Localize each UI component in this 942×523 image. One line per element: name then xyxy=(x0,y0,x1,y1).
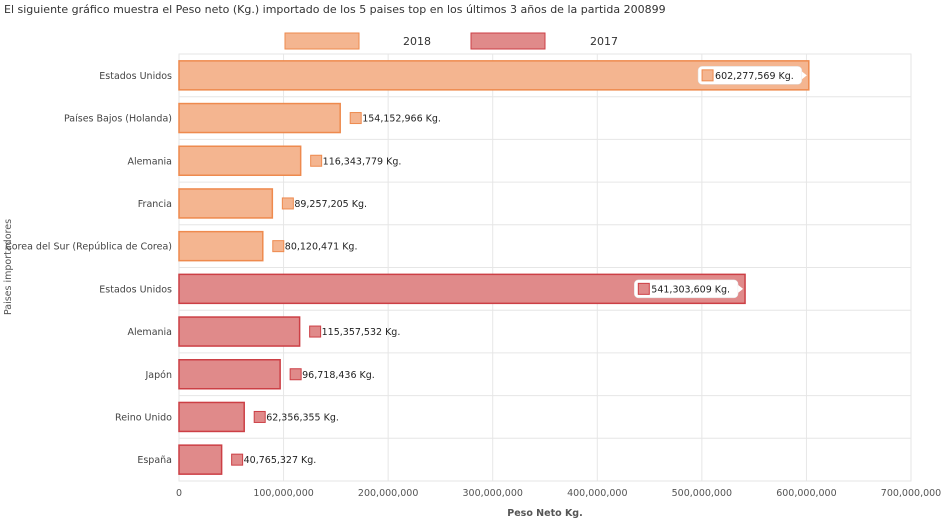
data-label: 80,120,471 Kg. xyxy=(285,242,358,253)
legend-label-2017[interactable]: 2017 xyxy=(590,35,618,48)
legend-label-2018[interactable]: 2018 xyxy=(403,35,431,48)
bar-2017-7[interactable] xyxy=(178,359,281,390)
x-axis-ticks: 0 100,000,000 200,000,000 300,000,000 400,00… xyxy=(176,488,941,499)
x-axis-title: Peso Neto Kg. xyxy=(507,508,582,519)
x-tick-label: 600,000,000 xyxy=(776,488,836,499)
y-axis-title: Paises importadores xyxy=(3,219,14,315)
data-label: 89,257,205 Kg. xyxy=(294,199,367,210)
bar-2018-3[interactable] xyxy=(178,188,274,219)
legend-swatch-2017[interactable] xyxy=(470,32,546,50)
bar-2018-0[interactable] xyxy=(178,60,810,91)
legend-swatch-2018[interactable] xyxy=(284,32,360,50)
category-label: Alemania xyxy=(127,156,172,167)
category-label: Estados Unidos xyxy=(99,284,172,295)
data-label: 541,303,609 Kg. xyxy=(651,284,730,295)
data-label-swatch xyxy=(701,69,714,82)
bar-2017-6[interactable] xyxy=(178,316,301,347)
x-tick-label: 100,000,000 xyxy=(253,488,313,499)
category-label: Alemania xyxy=(127,327,172,338)
data-label-swatch xyxy=(309,325,322,338)
bar-2017-5[interactable] xyxy=(178,273,746,305)
data-label: 96,718,436 Kg. xyxy=(302,370,375,381)
data-label: 116,343,779 Kg. xyxy=(323,156,402,167)
x-tick-label: 700,000,000 xyxy=(881,488,941,499)
bar-2018-2[interactable] xyxy=(178,145,302,176)
category-label: Japón xyxy=(145,370,173,381)
category-label: Países Bajos (Holanda) xyxy=(64,114,172,125)
data-label: 62,356,355 Kg. xyxy=(266,412,339,423)
data-label-swatch xyxy=(231,453,244,466)
x-tick-label: 300,000,000 xyxy=(462,488,522,499)
category-labels: Estados Unidos Países Bajos (Holanda) Alem… xyxy=(5,71,172,466)
category-label: Estados Unidos xyxy=(99,71,172,82)
data-label-swatch xyxy=(253,410,266,423)
x-tick-label: 400,000,000 xyxy=(567,488,627,499)
category-label: Francia xyxy=(138,199,172,210)
data-label-swatch xyxy=(310,154,323,167)
category-label: Corea del Sur (República de Corea) xyxy=(5,242,172,253)
data-label-swatch xyxy=(349,112,362,125)
x-tick-label: 200,000,000 xyxy=(358,488,418,499)
data-label-pointer xyxy=(738,284,744,293)
category-label: Reino Unido xyxy=(115,412,172,423)
data-label: 602,277,569 Kg. xyxy=(715,71,794,82)
data-label-swatch xyxy=(637,282,650,295)
bars xyxy=(178,60,810,475)
bar-2018-4[interactable] xyxy=(178,230,264,262)
data-label-swatch xyxy=(272,240,285,253)
chart-title: El siguiente gráfico muestra el Peso net… xyxy=(4,3,666,16)
legend[interactable]: 2018 2017 xyxy=(284,32,618,50)
data-label-pointer xyxy=(801,71,807,80)
data-label-swatch xyxy=(281,197,294,210)
category-label: España xyxy=(137,455,172,466)
data-labels: 602,277,569 Kg. 154,152,966 Kg. 116,343,77… xyxy=(231,66,807,466)
data-label: 115,357,532 Kg. xyxy=(322,327,401,338)
bar-2018-1[interactable] xyxy=(178,102,341,134)
data-label: 154,152,966 Kg. xyxy=(362,114,441,125)
grid xyxy=(178,53,912,482)
x-tick-label: 0 xyxy=(176,488,182,499)
data-label: 40,765,327 Kg. xyxy=(244,455,317,466)
bar-2017-9[interactable] xyxy=(178,444,223,475)
data-label-swatch xyxy=(289,368,302,381)
x-tick-label: 500,000,000 xyxy=(672,488,732,499)
bar-2017-8[interactable] xyxy=(178,401,245,433)
